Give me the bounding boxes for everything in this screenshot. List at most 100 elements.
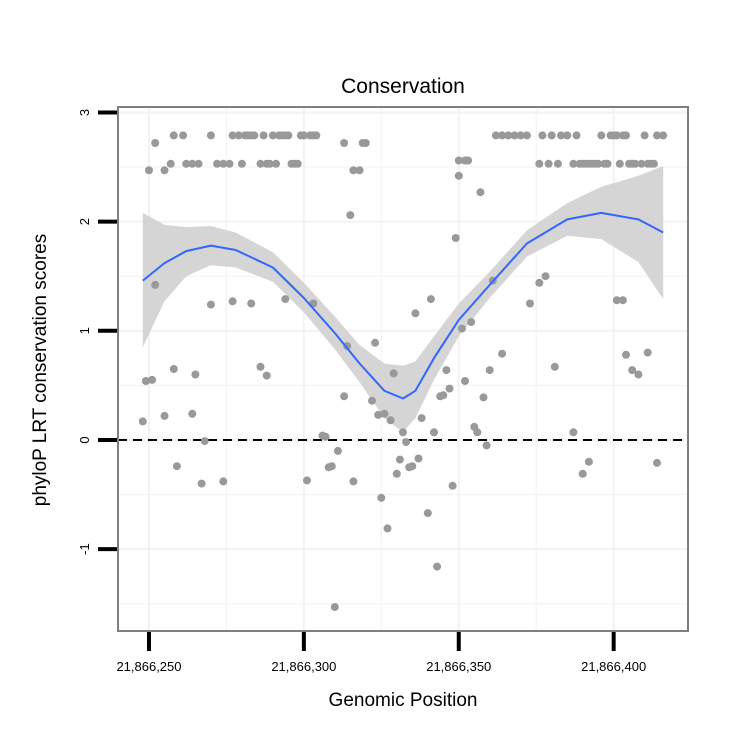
data-point (386, 416, 395, 425)
data-point (659, 131, 668, 140)
data-point (213, 159, 222, 168)
data-point (327, 462, 336, 471)
data-point (473, 428, 482, 437)
data-point (349, 166, 358, 175)
data-point (417, 414, 426, 423)
data-point (439, 391, 448, 400)
data-point (476, 188, 485, 197)
data-point (649, 159, 658, 168)
data-point (547, 131, 556, 140)
data-point (206, 300, 215, 309)
data-point (653, 131, 661, 140)
data-point (371, 338, 380, 347)
data-point (594, 159, 603, 168)
data-point (392, 469, 401, 478)
data-point (151, 139, 160, 147)
data-point (237, 159, 246, 168)
data-points (138, 131, 668, 611)
data-point (349, 477, 358, 486)
data-point (414, 454, 423, 463)
data-point (557, 131, 565, 140)
data-point (395, 455, 404, 464)
data-point (172, 462, 181, 471)
data-point (522, 131, 531, 140)
data-point (169, 365, 178, 373)
data-point (411, 309, 420, 318)
data-point (584, 457, 593, 466)
data-point (445, 384, 454, 393)
data-point (355, 166, 364, 175)
data-point (259, 131, 268, 140)
confidence-ribbon (142, 166, 664, 433)
data-point (293, 159, 302, 168)
data-point (612, 131, 621, 140)
x-tick-label: 21,866,250 (116, 659, 181, 674)
data-point (504, 131, 513, 140)
data-point (454, 171, 463, 180)
data-point (330, 603, 339, 611)
data-point (188, 159, 197, 168)
data-point (510, 131, 519, 140)
data-point (389, 369, 398, 378)
data-point (491, 131, 500, 140)
y-tick-label: 3 (77, 109, 92, 116)
y-axis-label: phyloP LRT conservation scores (30, 234, 51, 507)
data-point (343, 342, 352, 351)
data-point (281, 295, 290, 304)
data-point (321, 432, 330, 441)
data-point (138, 417, 147, 426)
data-point (299, 131, 308, 140)
data-point (219, 159, 228, 168)
data-point (578, 469, 587, 478)
data-point (234, 131, 243, 140)
data-point (265, 159, 274, 168)
data-point (247, 299, 256, 308)
data-point (284, 131, 293, 140)
data-point (622, 350, 630, 359)
data-point (194, 159, 203, 168)
data-point (256, 362, 265, 371)
data-point (485, 366, 494, 375)
data-point (541, 272, 550, 281)
data-point (340, 139, 349, 147)
data-point (433, 562, 442, 571)
data-point (250, 131, 259, 140)
x-tick-label: 21,866,300 (271, 659, 336, 674)
data-point (256, 159, 265, 168)
data-point (423, 509, 432, 518)
data-point (637, 159, 646, 168)
data-point (516, 131, 525, 140)
data-point (333, 446, 342, 455)
data-point (346, 211, 355, 220)
y-tick-label: 1 (77, 327, 92, 334)
x-axis-label: Genomic Position (329, 690, 478, 711)
data-point (479, 393, 488, 402)
data-point (498, 131, 507, 140)
data-point (535, 159, 544, 168)
data-point (228, 297, 237, 306)
data-point (380, 409, 389, 418)
chart-title: Conservation (341, 75, 465, 98)
data-point (615, 159, 624, 168)
data-point (303, 476, 311, 485)
data-point (442, 366, 451, 375)
data-point (166, 159, 175, 168)
data-point (451, 234, 460, 242)
data-point (454, 156, 463, 165)
data-point (182, 159, 191, 168)
data-point (544, 159, 553, 168)
data-point (535, 278, 544, 287)
data-point (145, 166, 153, 175)
data-point (634, 370, 643, 379)
data-point (426, 295, 435, 304)
data-point (631, 159, 640, 168)
data-point (262, 371, 271, 380)
data-point (160, 411, 169, 420)
data-point (141, 377, 150, 385)
data-point (361, 139, 370, 147)
data-point (553, 159, 562, 168)
data-point (603, 159, 612, 168)
data-point (408, 462, 417, 471)
data-point (569, 159, 578, 168)
